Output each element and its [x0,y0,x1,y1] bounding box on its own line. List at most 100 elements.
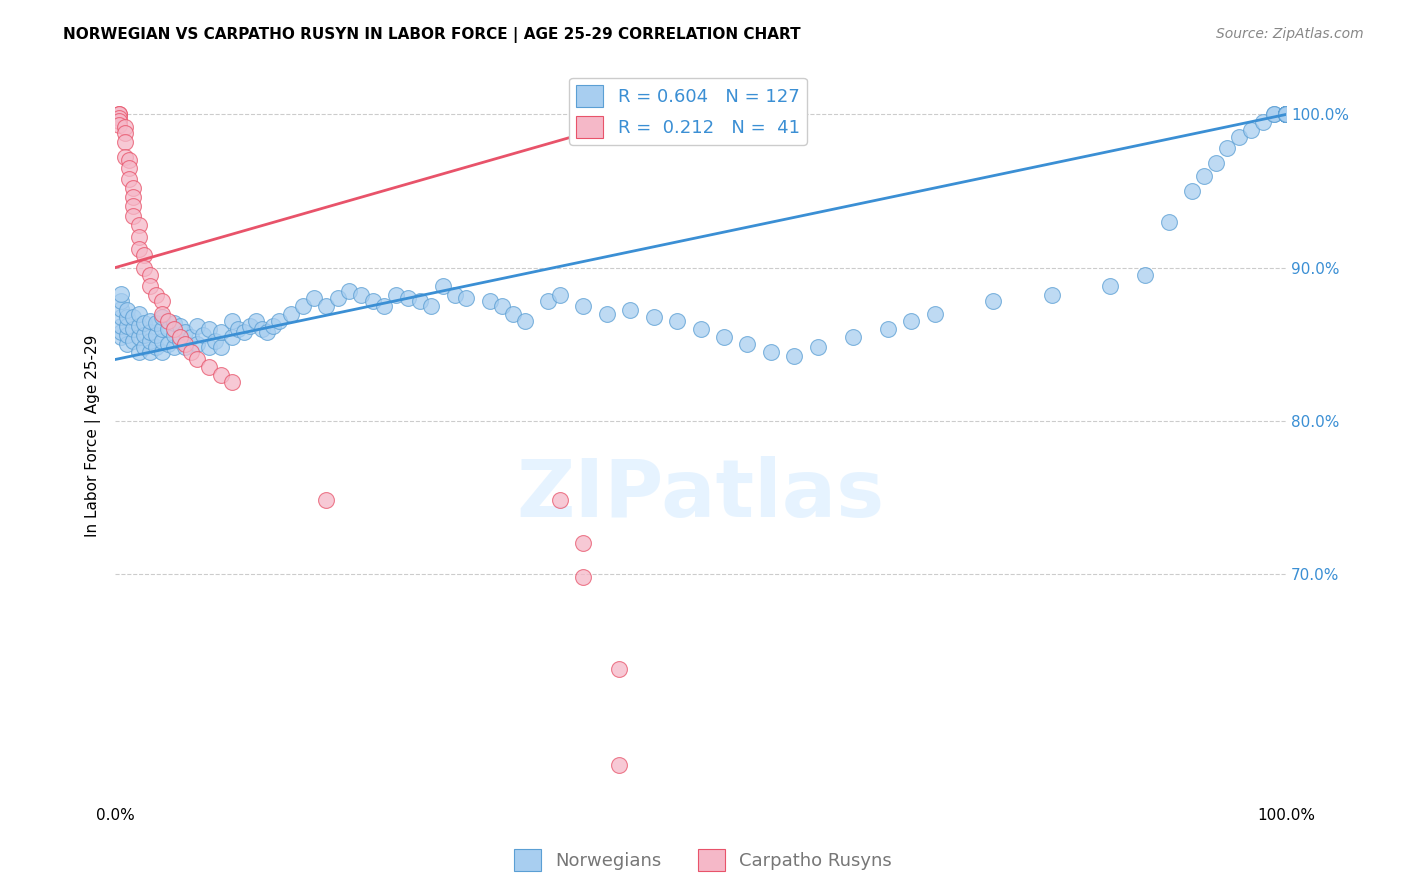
Point [107,113,129,128]
Point [1275,107,1298,121]
Point [1275,107,1298,121]
Point [145,328,167,343]
Point [900,314,922,328]
Point [134,248,156,262]
Point [139,334,162,348]
Point [350,288,373,302]
Point [759,344,782,359]
Point [280,307,302,321]
Point [221,314,243,328]
Point [150,310,173,324]
Point [114,120,136,134]
Point [1099,279,1122,293]
Point [118,153,141,168]
Point [169,318,191,333]
Point [134,340,156,354]
Point [572,299,595,313]
Point [115,318,138,333]
Point [361,294,384,309]
Point [156,337,179,351]
Point [110,310,132,324]
Point [110,301,132,316]
Point [150,322,173,336]
Point [456,291,478,305]
Point [1240,122,1263,136]
Point [209,340,232,354]
Point [443,288,465,302]
Point [115,310,138,324]
Point [128,329,150,343]
Point [1263,107,1285,121]
Point [250,322,273,336]
Point [110,325,132,339]
Point [1275,107,1298,121]
Point [302,291,325,305]
Point [145,288,167,302]
Point [163,316,186,330]
Point [1275,107,1298,121]
Point [262,318,284,333]
Point [110,329,132,343]
Point [291,299,314,313]
Point [420,299,443,313]
Point [1275,107,1298,121]
Point [128,230,150,244]
Point [981,294,1004,309]
Point [666,314,689,328]
Point [163,340,186,354]
Point [245,314,267,328]
Point [150,294,173,309]
Point [107,111,129,125]
Point [107,107,129,121]
Point [110,318,132,333]
Point [134,260,156,275]
Point [373,299,395,313]
Point [226,322,249,336]
Point [408,294,430,309]
Point [191,328,214,343]
Point [1275,107,1298,121]
Point [548,288,571,302]
Point [233,325,256,339]
Point [186,337,208,351]
Point [121,190,143,204]
Point [204,334,226,348]
Point [478,294,501,309]
Point [169,329,191,343]
Point [128,242,150,256]
Point [491,299,513,313]
Point [139,325,162,339]
Point [139,344,162,359]
Point [145,340,167,354]
Point [396,291,419,305]
Point [114,126,136,140]
Point [118,161,141,175]
Point [502,307,524,321]
Point [163,328,186,343]
Point [107,118,129,132]
Point [783,350,806,364]
Point [1275,107,1298,121]
Point [156,314,179,328]
Point [115,328,138,343]
Point [548,493,571,508]
Point [1227,130,1250,145]
Point [121,181,143,195]
Point [145,316,167,330]
Point [607,758,630,772]
Point [607,662,630,676]
Point [1205,156,1227,170]
Point [221,329,243,343]
Point [596,307,619,321]
Y-axis label: In Labor Force | Age 25-29: In Labor Force | Age 25-29 [86,334,101,537]
Point [842,329,865,343]
Point [198,322,221,336]
Point [1275,107,1298,121]
Point [877,322,900,336]
Text: NORWEGIAN VS CARPATHO RUSYN IN LABOR FORCE | AGE 25-29 CORRELATION CHART: NORWEGIAN VS CARPATHO RUSYN IN LABOR FOR… [63,27,801,43]
Point [121,199,143,213]
Point [432,279,454,293]
Point [326,291,349,305]
Point [110,286,132,301]
Point [118,171,141,186]
